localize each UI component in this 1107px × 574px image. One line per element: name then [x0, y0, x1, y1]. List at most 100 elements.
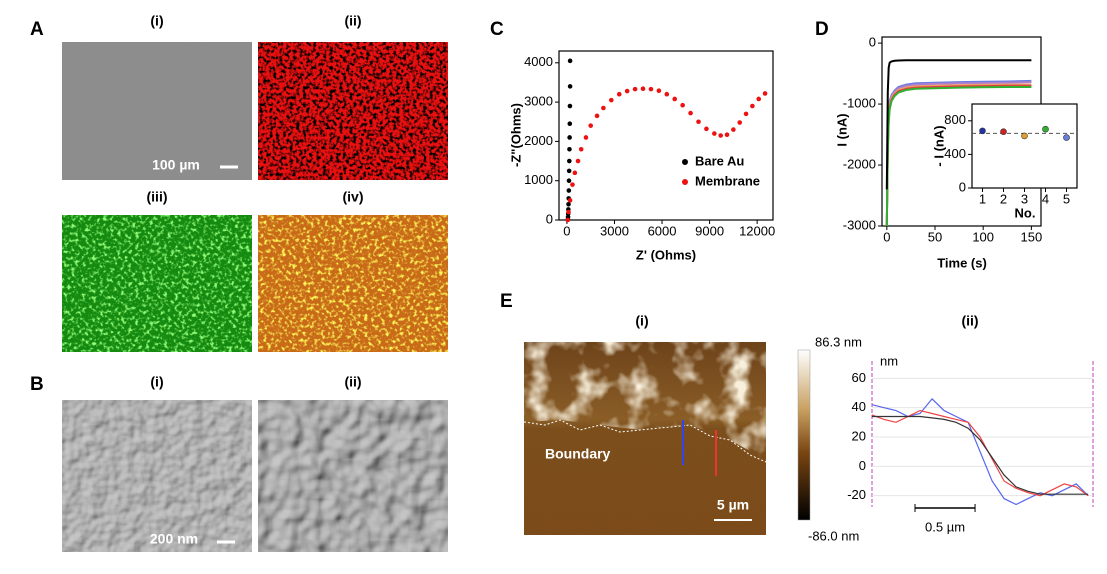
data-point: [601, 105, 606, 111]
micrograph: [258, 215, 448, 352]
data-point: [575, 158, 581, 164]
data-line: [872, 415, 1089, 495]
data-point: [724, 132, 730, 138]
x-tick-label: 5: [1063, 191, 1070, 206]
y-tick-label: 20: [852, 428, 866, 443]
data-point: [578, 146, 584, 152]
y-tick-label: -3000: [843, 217, 876, 232]
plot-frame: [558, 50, 774, 221]
subpanel-label: (iii): [147, 189, 168, 205]
data-point: [566, 178, 572, 183]
data-point: [624, 88, 630, 94]
micrograph: [62, 215, 252, 352]
data-point: [656, 88, 662, 93]
x-tick-label: 12000: [739, 223, 775, 238]
sem-image: [258, 400, 448, 552]
y-axis-label: I (nA): [834, 113, 849, 146]
data-point: [731, 127, 736, 132]
legend-label: Bare Au: [695, 153, 744, 168]
y-tick-label: 800: [944, 112, 966, 127]
legend-marker: [682, 159, 688, 165]
data-point: [1021, 132, 1028, 140]
boundary-label: Boundary: [545, 446, 611, 462]
legend-label: Membrane: [695, 173, 760, 188]
data-line: [885, 86, 1032, 227]
panel-label: E: [500, 291, 513, 312]
scale-bar-label: 5 µm: [717, 497, 749, 513]
y-tick-label: 0: [959, 179, 966, 194]
panel-label: A: [30, 19, 44, 40]
y-tick-label: 400: [944, 146, 966, 161]
sem-image: [62, 400, 252, 552]
scale-bar-label: 0.5 µm: [925, 519, 965, 534]
y-tick-label: 40: [852, 399, 866, 414]
data-point: [565, 217, 571, 223]
data-point: [1042, 125, 1049, 133]
y-tick-label: 3000: [524, 94, 553, 109]
data-point: [762, 91, 768, 96]
scale-bar-label: 200 nm: [150, 531, 198, 547]
data-point: [672, 96, 678, 102]
data-point: [566, 201, 571, 207]
subpanel-label: (iv): [343, 189, 364, 205]
colorbar-max: 86.3 nm: [815, 334, 862, 349]
data-point: [680, 102, 685, 108]
subpanel-label: (ii): [961, 313, 978, 329]
data-point: [704, 126, 709, 132]
x-tick-label: 6000: [648, 223, 677, 238]
y-tick-label: 60: [852, 370, 866, 385]
data-point: [567, 198, 573, 203]
data-point: [632, 86, 638, 92]
data-point: [566, 209, 571, 215]
panel-label: C: [490, 19, 504, 40]
data-point: [737, 120, 743, 125]
data-point: [567, 158, 572, 164]
x-tick-label: 150: [1021, 229, 1043, 244]
data-point: [594, 113, 600, 119]
y-tick-label: 0: [859, 458, 866, 473]
data-point: [648, 86, 654, 92]
y-tick-label: 4000: [524, 54, 553, 69]
data-point: [664, 91, 670, 97]
data-point: [567, 121, 573, 127]
y-tick-label: 2000: [524, 133, 553, 148]
y-axis-label: - I (nA): [931, 125, 946, 166]
data-point: [609, 97, 614, 103]
data-point: [566, 168, 572, 174]
y-tick-label: 1000: [524, 172, 553, 187]
y-axis-label: nm: [880, 353, 898, 368]
y-tick-label: 0: [546, 211, 553, 226]
data-point: [712, 131, 717, 136]
data-point: [616, 91, 622, 97]
data-point: [572, 170, 578, 176]
data-point: [570, 182, 575, 187]
data-point: [979, 127, 986, 135]
subpanel-label: (ii): [344, 374, 361, 390]
plot-frame: [971, 103, 1078, 189]
x-tick-label: 50: [928, 229, 942, 244]
data-point: [718, 133, 723, 138]
y-tick-label: -20: [847, 487, 866, 502]
subpanel-label: (i): [635, 313, 648, 329]
colorbar-min: -86.0 nm: [808, 528, 859, 543]
data-point: [567, 58, 573, 64]
data-point: [567, 135, 572, 140]
data-line: [885, 59, 1032, 190]
data-point: [756, 96, 762, 102]
scale-bar-label: 100 µm: [152, 157, 200, 173]
data-point: [743, 111, 749, 117]
data-point: [567, 103, 573, 109]
micrograph: [62, 42, 252, 180]
data-point: [1063, 134, 1070, 141]
data-point: [640, 86, 646, 92]
panel-label: D: [815, 19, 829, 40]
x-tick-label: 3000: [600, 223, 629, 238]
data-point: [588, 123, 594, 128]
x-tick-label: 3: [1021, 191, 1028, 206]
subpanel-label: (i): [150, 374, 163, 390]
micrograph: [258, 42, 448, 180]
x-axis-label: Time (s): [937, 255, 987, 270]
data-point: [566, 188, 572, 193]
y-axis-label: -Z"(Ohms): [508, 103, 523, 167]
